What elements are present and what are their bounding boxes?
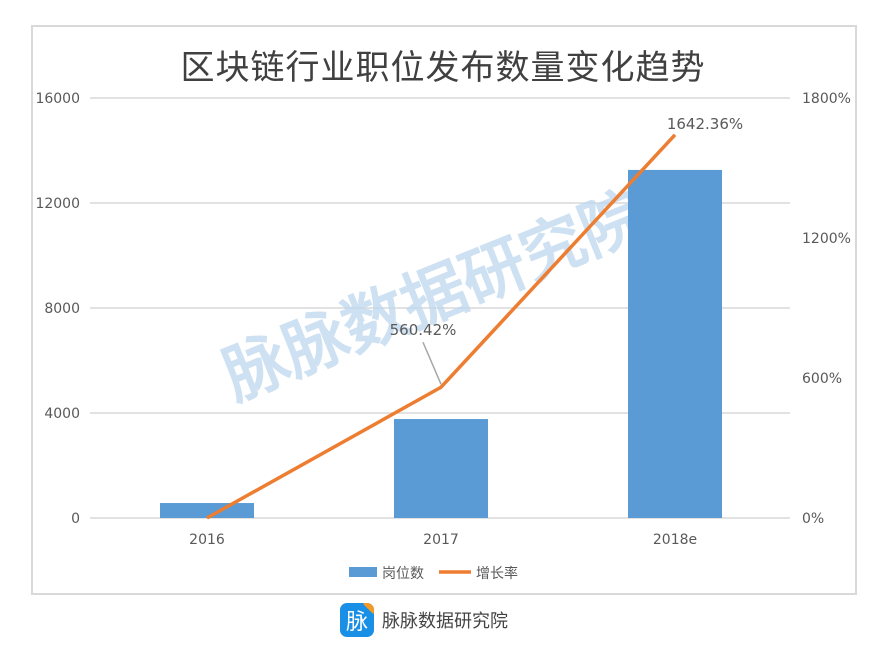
footer-brand: 脉 脉脉数据研究院 (340, 602, 508, 638)
axis-labels: 0 4000 8000 12000 16000 0% 600% 1200% 1800% 2016 2… (35, 91, 850, 548)
data-label: 1642.36% (667, 115, 743, 133)
watermark: 脉脉数据研究院 (213, 178, 656, 414)
left-tick-label: 8000 (44, 301, 80, 317)
brand-logo-icon: 脉 (340, 603, 374, 637)
label-leader-line (422, 341, 442, 385)
legend: 岗位数 增长率 (349, 565, 518, 582)
left-tick-label: 0 (71, 511, 80, 527)
data-label: 560.42% (390, 321, 457, 339)
bar-2016 (160, 503, 254, 518)
bar-series (160, 169, 722, 519)
x-tick-label: 2018e (653, 532, 697, 548)
left-tick-label: 16000 (35, 91, 80, 107)
x-tick-label: 2017 (423, 532, 459, 548)
right-tick-label: 1200% (802, 231, 851, 247)
left-tick-label: 12000 (35, 196, 80, 212)
legend-label-line: 增长率 (476, 565, 518, 582)
brand-name: 脉脉数据研究院 (382, 611, 508, 632)
left-tick-label: 4000 (44, 406, 80, 422)
bar-2018e (628, 169, 722, 519)
right-tick-label: 0% (802, 511, 824, 527)
growth-rate-line (206, 133, 677, 520)
legend-label-bar: 岗位数 (382, 566, 424, 582)
x-tick-label: 2016 (189, 532, 225, 548)
right-tick-label: 1800% (802, 91, 851, 107)
bar-2017 (394, 419, 488, 518)
line-series: 560.42% 1642.36% (206, 115, 743, 520)
legend-bar-swatch (349, 567, 377, 577)
chart-title: 区块链行业职位发布数量变化趋势 (180, 48, 706, 88)
watermark-text: 脉脉数据研究院 (213, 178, 656, 414)
right-tick-label: 600% (802, 371, 842, 387)
